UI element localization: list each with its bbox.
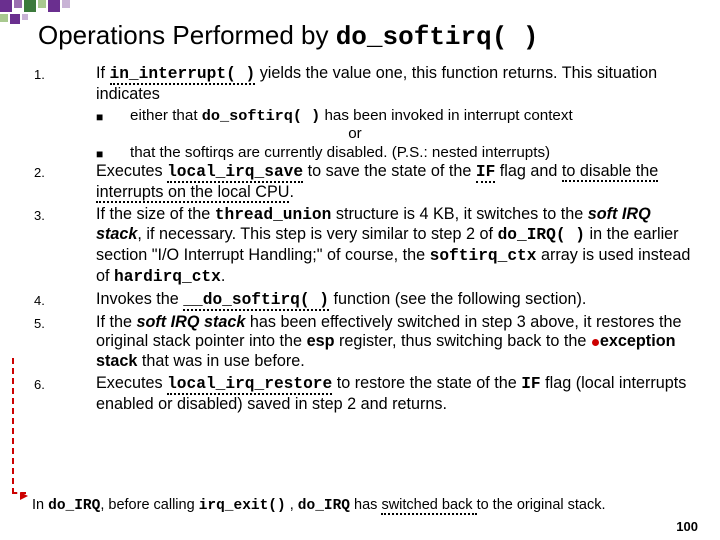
corner-decoration — [0, 0, 160, 22]
item-1: 1. If in_interrupt( ) yields the value o… — [34, 64, 700, 105]
slide-title: Operations Performed by do_softirq( ) — [38, 20, 539, 52]
footnote: In do_IRQ, before calling irq_exit() , d… — [32, 497, 700, 514]
footnote-arrowhead-icon — [20, 492, 28, 500]
num-1: 1. — [34, 64, 96, 105]
page-number: 100 — [676, 519, 698, 534]
item-4: 4. Invokes the __do_softirq( ) function … — [34, 290, 700, 311]
num-2: 2. — [34, 162, 96, 203]
or-line: or — [130, 125, 580, 144]
title-code: do_softirq( ) — [336, 22, 539, 52]
num-5: 5. — [34, 313, 96, 372]
sub-1: ■ either that do_softirq( ) has been inv… — [96, 107, 700, 144]
num-3: 3. — [34, 205, 96, 288]
body-1: If in_interrupt( ) yields the value one,… — [96, 64, 700, 105]
item-3: 3. If the size of the thread_union struc… — [34, 205, 700, 288]
item-5: 5. If the soft IRQ stack has been effect… — [34, 313, 700, 372]
title-prefix: Operations Performed by — [38, 20, 336, 50]
content-area: 1. If in_interrupt( ) yields the value o… — [34, 64, 700, 416]
num-6: 6. — [34, 374, 96, 415]
item-2: 2. Executes local_irq_save to save the s… — [34, 162, 700, 203]
bullet-2: ■ — [96, 144, 130, 163]
red-dot-icon — [592, 339, 599, 346]
num-4: 4. — [34, 290, 96, 311]
footnote-arrow — [12, 358, 26, 494]
sub-2: ■ that the softirqs are currently disabl… — [96, 144, 700, 163]
bullet-1: ■ — [96, 107, 130, 144]
item-6: 6. Executes local_irq_restore to restore… — [34, 374, 700, 415]
